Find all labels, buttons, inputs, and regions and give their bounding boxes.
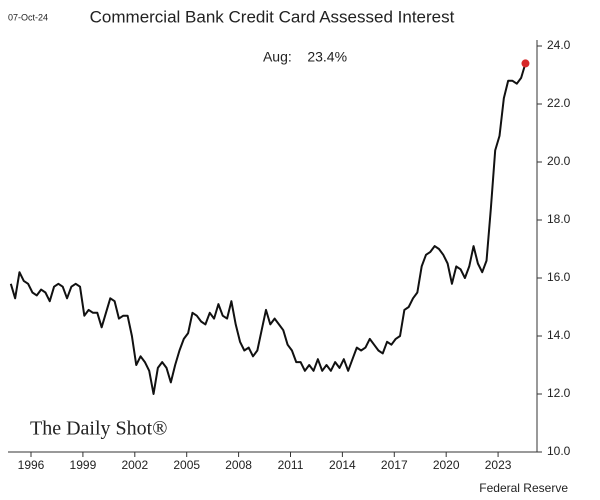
x-tick-label: 2005 [173,458,200,472]
y-tick-label: 10.0 [547,444,571,458]
y-tick-label: 14.0 [547,328,571,342]
source: Federal Reserve [479,481,568,495]
y-tick-label: 12.0 [547,386,571,400]
x-tick-label: 2002 [121,458,148,472]
y-tick-label: 18.0 [547,212,571,226]
annotation: Aug: 23.4% [263,49,347,65]
y-tick-label: 22.0 [547,96,571,110]
y-tick-label: 24.0 [547,38,571,52]
y-tick-label: 20.0 [547,154,571,168]
x-tick-label: 1999 [70,458,97,472]
x-tick-label: 2017 [381,458,408,472]
x-tick-label: 2014 [329,458,356,472]
x-tick-label: 1996 [18,458,45,472]
chart-title: Commercial Bank Credit Card Assessed Int… [90,7,455,26]
x-tick-label: 2008 [225,458,252,472]
line [9,63,527,395]
x-tick-label: 2023 [485,458,512,472]
y-tick-label: 16.0 [547,270,571,284]
last-point [521,59,530,68]
x-tick-label: 2020 [433,458,460,472]
x-tick-label: 2011 [278,458,304,472]
date-stamp: 07-Oct-24 [8,12,48,22]
logo: The Daily Shot® [30,418,167,440]
